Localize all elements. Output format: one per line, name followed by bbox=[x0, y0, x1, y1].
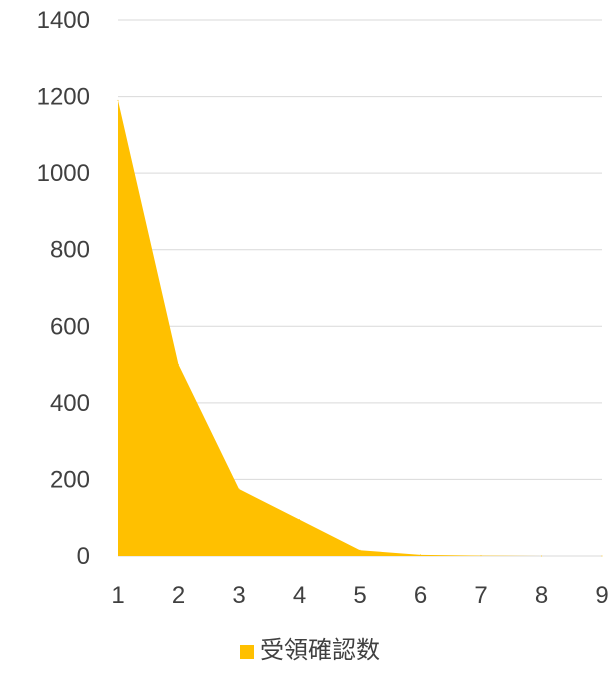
y-tick-label: 1000 bbox=[37, 160, 90, 187]
x-tick-label: 7 bbox=[474, 582, 487, 609]
x-axis-tick-labels: 1 2 3 4 5 6 7 8 9 bbox=[111, 582, 608, 609]
legend-label: 受領確認数 bbox=[260, 637, 380, 664]
y-axis-tick-labels: 0 200 400 600 800 1000 1200 1400 bbox=[37, 7, 90, 570]
y-tick-label: 800 bbox=[50, 237, 90, 264]
data-point-2 bbox=[178, 364, 179, 366]
y-tick-label: 600 bbox=[50, 313, 90, 340]
x-tick-label: 2 bbox=[172, 582, 185, 609]
x-tick-label: 6 bbox=[414, 582, 427, 609]
x-tick-label: 8 bbox=[535, 582, 548, 609]
data-point-9 bbox=[601, 555, 603, 557]
series-area bbox=[118, 100, 602, 557]
y-tick-label: 1400 bbox=[37, 7, 90, 34]
y-tick-label: 400 bbox=[50, 390, 90, 417]
data-point-5 bbox=[359, 549, 361, 551]
x-tick-label: 3 bbox=[232, 582, 245, 609]
y-tick-label: 200 bbox=[50, 466, 90, 493]
x-tick-label: 5 bbox=[353, 582, 366, 609]
data-point-6 bbox=[420, 554, 421, 556]
y-tick-label: 1200 bbox=[37, 84, 90, 111]
x-tick-label: 4 bbox=[293, 582, 306, 609]
data-point-3 bbox=[238, 488, 240, 490]
y-tick-label: 0 bbox=[77, 543, 90, 570]
legend-swatch bbox=[240, 645, 254, 659]
x-tick-label: 9 bbox=[595, 582, 608, 609]
data-point-7 bbox=[480, 555, 482, 557]
data-point-8 bbox=[541, 555, 542, 557]
legend: 受領確認数 bbox=[240, 637, 380, 664]
x-tick-label: 1 bbox=[111, 582, 124, 609]
data-point-1 bbox=[117, 99, 119, 101]
data-point-4 bbox=[299, 519, 300, 521]
series-area-layer bbox=[117, 99, 603, 557]
